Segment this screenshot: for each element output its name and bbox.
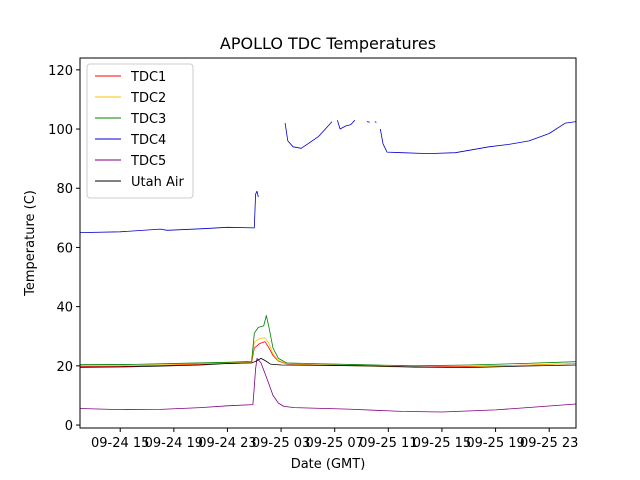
x-tick-label: 09-25 07 <box>305 436 363 451</box>
legend-label: TDC4 <box>130 133 166 148</box>
legend: TDC1 TDC2 TDC3 TDC4 TDC5 Utah Air <box>86 63 194 199</box>
y-tick-label: 0 <box>65 419 73 434</box>
series-line-tdc5 <box>80 358 576 413</box>
x-axis-label: Date (GMT) <box>291 457 366 472</box>
x-tick-label: 09-25 19 <box>466 436 524 451</box>
series-line-tdc4-c <box>337 119 356 130</box>
x-tick-label: 09-25 15 <box>413 436 471 451</box>
y-tick-label: 40 <box>56 301 73 316</box>
legend-label: Utah Air <box>131 175 184 190</box>
chart-title: APOLLO TDC Temperatures <box>220 34 436 53</box>
series-line-tdc3 <box>80 315 576 367</box>
y-tick-label: 20 <box>56 360 73 375</box>
x-tick-label: 09-25 11 <box>359 436 417 451</box>
series-layer <box>80 119 576 413</box>
y-tick-label: 120 <box>48 64 73 79</box>
y-axis: 0 20 40 60 80 100 120 <box>48 64 80 434</box>
series-line-tdc4-b <box>284 121 333 149</box>
series-line-tdc4-d <box>366 121 370 123</box>
x-tick-label: 09-24 19 <box>145 436 203 451</box>
legend-label: TDC5 <box>130 154 166 169</box>
y-tick-label: 80 <box>56 182 73 197</box>
y-tick-label: 60 <box>56 241 73 256</box>
legend-label: TDC1 <box>130 70 166 85</box>
x-tick-label: 09-24 23 <box>198 436 256 451</box>
x-tick-label: 09-25 23 <box>520 436 578 451</box>
series-line-utah-air <box>80 358 576 368</box>
series-line-tdc4 <box>80 190 259 233</box>
series-line-tdc4-e <box>374 121 377 123</box>
legend-label: TDC2 <box>130 91 166 106</box>
x-tick-label: 09-24 15 <box>91 436 149 451</box>
y-axis-label: Temperature (C) <box>23 190 38 297</box>
legend-box <box>86 63 194 199</box>
legend-label: TDC3 <box>130 112 166 127</box>
series-line-tdc4-f <box>379 121 576 154</box>
y-tick-label: 100 <box>48 123 73 138</box>
x-tick-label: 09-25 03 <box>252 436 310 451</box>
plot-area-frame <box>79 57 577 429</box>
